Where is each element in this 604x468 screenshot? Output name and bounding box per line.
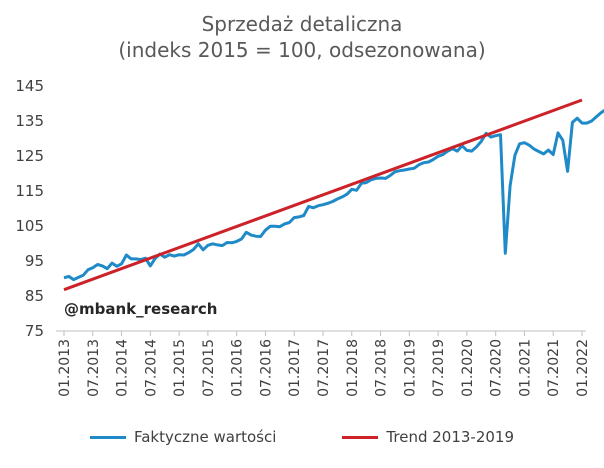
legend-item-actual: Faktyczne wartości	[89, 428, 277, 446]
y-tick-label: 85	[25, 287, 44, 305]
legend-label-actual: Faktyczne wartości	[133, 428, 277, 446]
series-layer	[63, 98, 604, 292]
x-tick-label: 01.2021	[517, 339, 533, 397]
series-line-actual	[63, 108, 604, 282]
x-axis: 01.2013 07.2013 01.2014 07.2014 01.2015 07.20…	[57, 331, 591, 397]
x-tick-label: 01.2020	[460, 339, 476, 397]
x-tick-label: 07.2014	[143, 339, 159, 397]
x-tick-label: 07.2021	[546, 339, 562, 397]
y-tick-label: 75	[25, 322, 44, 340]
y-tick-label: 105	[15, 217, 44, 235]
legend-swatch-trend	[342, 435, 379, 439]
x-tick-label: 01.2017	[287, 339, 303, 397]
x-tick-label: 01.2016	[230, 339, 246, 397]
chart-title: Sprzedaż detaliczna	[201, 12, 403, 36]
watermark-handle: @mbank_research	[64, 300, 218, 318]
x-tick-label: 07.2017	[316, 339, 332, 397]
y-axis: 75 85 95 105 115 125 135 145	[15, 77, 44, 340]
series-line-trend	[63, 98, 583, 292]
y-tick-label: 145	[15, 77, 44, 95]
x-tick-label: 01.2015	[172, 339, 188, 397]
x-tick-label: 01.2013	[57, 339, 73, 397]
x-tick-label: 07.2018	[374, 339, 390, 397]
x-tick-label: 01.2022	[575, 339, 591, 397]
y-tick-label: 135	[15, 112, 44, 130]
x-tick-label: 01.2014	[115, 339, 131, 397]
x-tick-label: 01.2019	[402, 339, 418, 397]
y-tick-label: 115	[15, 182, 44, 200]
x-tick-label: 07.2019	[431, 339, 447, 397]
x-tick-label: 07.2013	[86, 339, 102, 397]
x-tick-label: 07.2016	[258, 339, 274, 397]
legend-item-trend: Trend 2013-2019	[342, 428, 514, 446]
legend-swatch-actual	[89, 435, 126, 439]
x-tick-label: 07.2020	[489, 339, 505, 397]
legend-label-trend: Trend 2013-2019	[386, 428, 515, 446]
y-tick-label: 95	[25, 252, 44, 270]
legend: Faktyczne wartości Trend 2013-2019	[0, 428, 604, 446]
x-tick-label: 01.2018	[345, 339, 361, 397]
y-tick-label: 125	[15, 147, 44, 165]
chart-subtitle: (indeks 2015 = 100, odsezonowana)	[118, 38, 486, 62]
x-tick-label: 07.2015	[201, 339, 217, 397]
